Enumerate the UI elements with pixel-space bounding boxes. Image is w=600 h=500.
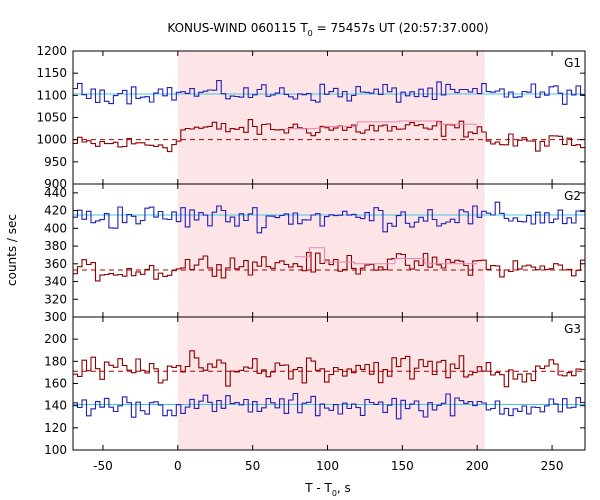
y-tick-label: 200 — [44, 332, 67, 346]
y-tick-label: 300 — [44, 310, 67, 324]
x-tick-label: 50 — [245, 459, 260, 473]
y-tick-label: 1100 — [36, 88, 67, 102]
panel-label: G3 — [564, 322, 581, 336]
highlight-g1 — [177, 51, 485, 184]
y-tick-label: 900 — [44, 177, 67, 191]
y-tick-label: 340 — [44, 275, 67, 289]
frame-g3 — [72, 316, 586, 451]
panels: 900 950 1000 1050 1100 1150 1200 G1 300 320 340 360… — [36, 44, 585, 457]
x-tick-label: 200 — [466, 459, 489, 473]
y-tick-label: 400 — [44, 221, 67, 235]
y-tick-label: 160 — [44, 377, 67, 391]
y-tick-label: 140 — [44, 399, 67, 413]
chart-title: KONUS-WIND 060115 T0 = 75457s UT (20:57:… — [167, 21, 488, 38]
y-tick-label: 440 — [44, 186, 67, 200]
panel-label: G2 — [564, 189, 581, 203]
burst-interval-highlights — [177, 51, 485, 450]
series-red — [73, 119, 585, 153]
y-tick-label: 380 — [44, 239, 67, 253]
y-tick-label: 950 — [44, 155, 67, 169]
series-blue — [73, 392, 585, 420]
pulse-model — [285, 120, 478, 130]
y-tick-label: 180 — [44, 354, 67, 368]
y-tick-label: 320 — [44, 292, 67, 306]
y-axis-label: counts / sec — [5, 214, 19, 286]
panel-g3: 100 120 140 160 180 200 G3 — [44, 317, 585, 457]
x-tick-label: 250 — [541, 459, 564, 473]
panel-g1: 900 950 1000 1050 1100 1150 1200 G1 — [36, 44, 585, 191]
highlight-g3 — [177, 317, 485, 450]
y-tick-label: 1000 — [36, 133, 67, 147]
x-tick-label: 100 — [316, 459, 339, 473]
x-tick-label: 0 — [174, 459, 182, 473]
series-blue — [73, 80, 585, 105]
series-blue — [73, 201, 585, 234]
y-tick-label: 1050 — [36, 111, 67, 125]
x-tick-label: -50 — [93, 459, 113, 473]
panel-frames — [72, 50, 586, 451]
y-tick-label: 1200 — [36, 44, 67, 58]
x-axis-ticks: -50 0 50 100 150 200 250 — [93, 459, 563, 473]
y-tick-label: 120 — [44, 421, 67, 435]
y-tick-label: 100 — [44, 443, 67, 457]
y-tick-label: 360 — [44, 257, 67, 271]
y-tick-label: 1150 — [36, 66, 67, 80]
series-red — [73, 350, 585, 388]
pulse-model — [294, 247, 478, 265]
panel-g2: 300 320 340 360 380 400 420 440 G2 — [44, 184, 585, 324]
y-tick-label: 420 — [44, 204, 67, 218]
highlight-g2 — [177, 184, 485, 317]
panel-label: G1 — [564, 56, 581, 70]
x-axis-label: T - T0, s — [304, 481, 351, 498]
x-tick-label: 150 — [391, 459, 414, 473]
